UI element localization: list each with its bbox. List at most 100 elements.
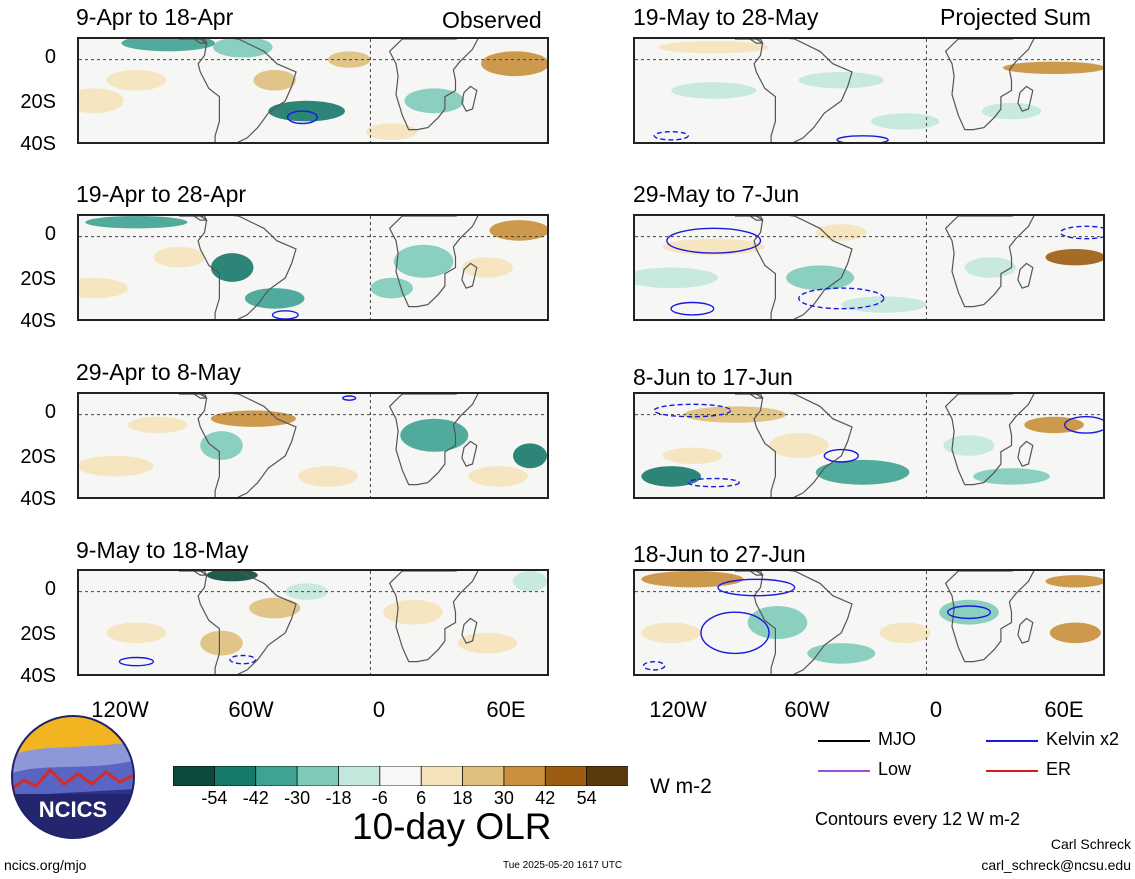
lat-label: 0 (44, 401, 56, 423)
colorbar-tick-label: -18 (325, 788, 352, 808)
olr-anomaly (79, 88, 124, 114)
panel-title-observed-4: 9-May to 18-May (76, 537, 249, 563)
olr-anomaly (1045, 575, 1103, 588)
olr-anomaly (481, 51, 547, 77)
olr-anomaly (658, 41, 769, 54)
colorbar-swatch (338, 765, 381, 787)
colorbar-labels: -54 -42 -30 -18 -6 6 18 30 42 54 (0, 788, 700, 812)
olr-anomaly (683, 406, 787, 423)
olr-anomaly (489, 220, 547, 241)
panel-title-observed-1: 9-Apr to 18-Apr (76, 4, 234, 30)
lat-label: 20S (20, 91, 56, 113)
lat-label: 40S (20, 488, 56, 510)
coastline (179, 216, 208, 221)
olr-anomaly (1049, 622, 1101, 644)
olr-anomaly (285, 583, 328, 600)
coastline (388, 571, 479, 663)
olr-anomaly (513, 571, 547, 592)
colorbar-tick-label: 42 (535, 788, 556, 808)
colorbar-swatch (255, 765, 298, 787)
observed-label: Observed (442, 7, 542, 33)
coastline (388, 39, 479, 131)
colorbar-tick-label: 18 (452, 788, 473, 808)
colorbar-tick-label: 6 (416, 788, 427, 808)
kelvin-contour (823, 448, 860, 463)
lat-label: 0 (44, 46, 56, 68)
olr-anomaly (210, 410, 296, 427)
kelvin-contour (653, 131, 689, 141)
olr-anomaly (127, 416, 188, 434)
kelvin-contour (118, 656, 155, 667)
kelvin-contour (286, 110, 318, 125)
coastline (1017, 262, 1034, 289)
coastline (735, 571, 764, 576)
colorbar-swatch (462, 765, 505, 787)
kelvin-contour (1064, 416, 1103, 434)
olr-anomaly (106, 69, 167, 91)
lat-label: 20S (20, 623, 56, 645)
olr-map-observed-4 (77, 569, 549, 676)
footer-site[interactable]: ncics.org/mjo (4, 857, 87, 873)
lat-label: 20S (20, 268, 56, 290)
olr-anomaly (200, 431, 243, 460)
olr-anomaly (121, 39, 216, 52)
olr-anomaly (461, 257, 513, 278)
olr-anomaly (383, 599, 443, 625)
olr-anomaly (981, 102, 1042, 120)
olr-anomaly (641, 466, 701, 487)
coastline (753, 39, 853, 142)
lat-label: 0 (44, 578, 56, 600)
footer-email[interactable]: carl_schreck@ncsu.edu (981, 857, 1131, 873)
lon-label: 120W (91, 697, 149, 722)
olr-anomaly (468, 466, 528, 487)
olr-map-projected-1 (633, 37, 1105, 144)
olr-anomaly (964, 257, 1016, 278)
olr-map-observed-1 (77, 37, 549, 144)
olr-anomaly (79, 455, 154, 477)
coastline (1017, 85, 1034, 112)
olr-anomaly (641, 571, 744, 588)
colorbar (172, 765, 629, 791)
olr-anomaly (213, 39, 273, 58)
lon-label: 0 (929, 697, 943, 722)
olr-map-observed-2 (77, 214, 549, 321)
coastline (179, 39, 208, 44)
coastline (735, 39, 764, 44)
lon-label: 120W (649, 697, 707, 722)
legend-kelvin: Kelvin x2 (1046, 729, 1120, 749)
olr-anomaly (747, 606, 808, 639)
panel-title-projected-4: 18-Jun to 27-Jun (633, 541, 806, 567)
olr-anomaly (641, 622, 701, 644)
lon-label: 0 (372, 697, 386, 722)
coastline (753, 216, 853, 319)
lat-label: 40S (20, 133, 56, 155)
colorbar-tick-label: -54 (201, 788, 228, 808)
lon-label: 60W (228, 697, 274, 722)
olr-anomaly (370, 277, 414, 299)
coastline (735, 394, 764, 399)
olr-map-projected-4 (633, 569, 1105, 676)
panel-title-observed-2: 19-Apr to 28-Apr (76, 181, 247, 207)
olr-anomaly (671, 82, 757, 99)
coastline (197, 39, 297, 142)
olr-anomaly (871, 113, 940, 130)
olr-anomaly (249, 597, 301, 619)
olr-anomaly (635, 267, 718, 289)
footer-timestamp: Tue 2025-05-20 1617 UTC (503, 860, 623, 871)
kelvin-contour (666, 227, 762, 254)
panel-title-projected-2: 29-May to 7-Jun (633, 181, 800, 207)
olr-anomaly (943, 435, 995, 456)
olr-anomaly (798, 72, 884, 89)
colorbar-tick-label: 30 (493, 788, 514, 808)
logo-text: NCICS (39, 797, 107, 822)
coastline (461, 262, 478, 289)
lon-label: 60E (1044, 697, 1084, 722)
olr-anomaly (404, 88, 465, 114)
coastline (461, 440, 478, 467)
olr-anomaly (1045, 249, 1103, 266)
coastline (197, 216, 297, 319)
colorbar-swatch (172, 765, 216, 787)
kelvin-contour (947, 605, 992, 620)
olr-anomaly (366, 123, 418, 140)
kelvin-contour (700, 611, 770, 655)
